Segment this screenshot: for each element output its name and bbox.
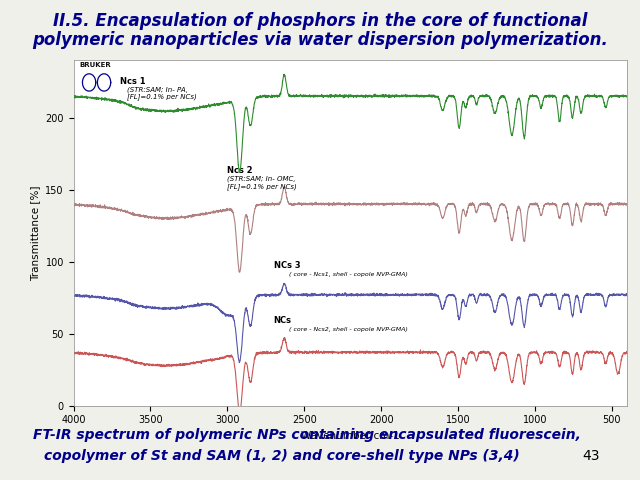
Text: ( core - Ncs1, shell - copole NVP-GMA): ( core - Ncs1, shell - copole NVP-GMA): [289, 273, 408, 277]
Text: copolymer of St and SAM (1, 2) and core-shell type NPs (3,4): copolymer of St and SAM (1, 2) and core-…: [44, 449, 520, 463]
Text: (STR:SAM; In- OMC,: (STR:SAM; In- OMC,: [227, 176, 296, 182]
Text: Ncs 2: Ncs 2: [227, 166, 256, 175]
Y-axis label: Transmittance [%]: Transmittance [%]: [30, 185, 40, 280]
Text: NCs: NCs: [273, 316, 291, 325]
Text: ( core - Ncs2, shell - copole NVP-GMA): ( core - Ncs2, shell - copole NVP-GMA): [289, 327, 408, 332]
Text: polymeric nanoparticles via water dispersion polymerization.: polymeric nanoparticles via water disper…: [32, 31, 608, 49]
X-axis label: Wavenumber cm-1: Wavenumber cm-1: [301, 431, 400, 441]
Text: FT-IR spectrum of polymeric NPs containing encapsulated fluorescein,: FT-IR spectrum of polymeric NPs containi…: [33, 428, 581, 442]
Text: BRUKER: BRUKER: [79, 62, 111, 68]
Text: [FL]=0.1% per NCs): [FL]=0.1% per NCs): [127, 94, 197, 100]
Text: NCs 3: NCs 3: [273, 261, 300, 270]
Text: (STR:SAM; In- PA,: (STR:SAM; In- PA,: [127, 86, 188, 93]
Text: II.5. Encapsulation of phosphors in the core of functional: II.5. Encapsulation of phosphors in the …: [52, 12, 588, 30]
Text: Ncs 1: Ncs 1: [120, 77, 148, 86]
Text: [FL]=0.1% per NCs): [FL]=0.1% per NCs): [227, 183, 297, 190]
Text: 43: 43: [582, 449, 600, 463]
